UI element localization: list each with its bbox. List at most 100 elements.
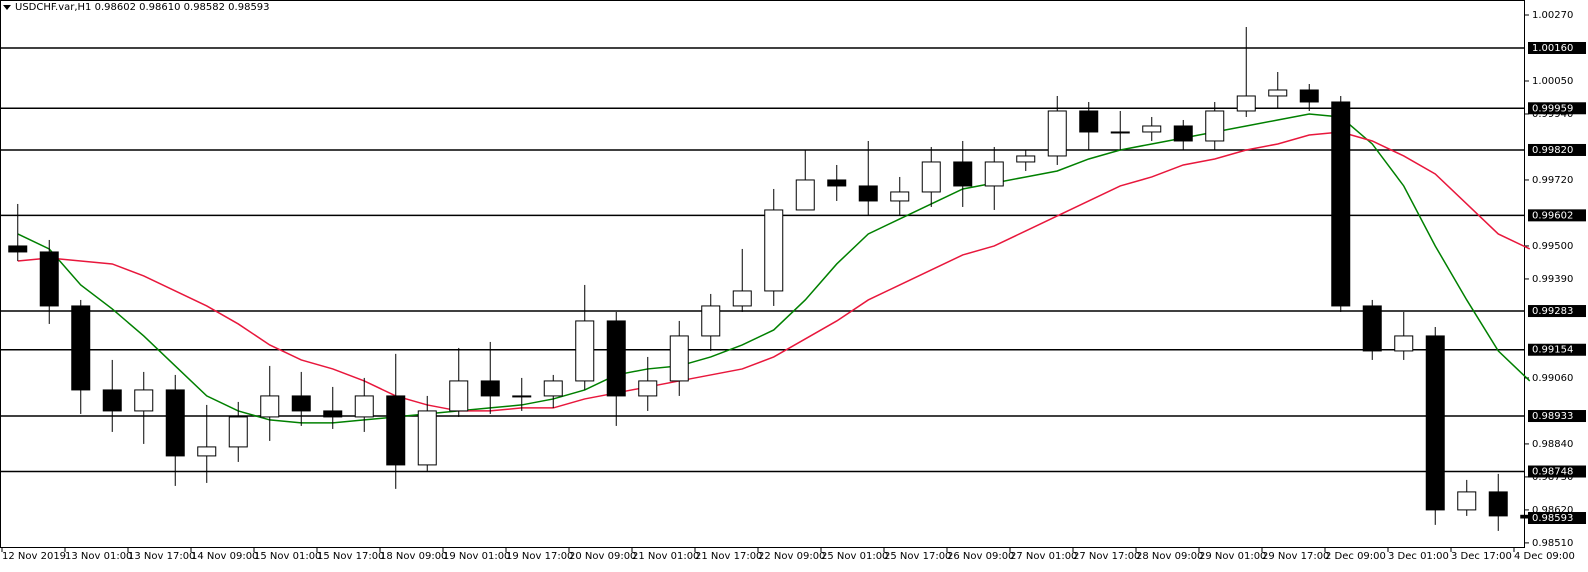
x-tick-label: 15 Nov 01:00 [254,551,321,562]
candle-body [1362,305,1382,352]
candle-body [1268,89,1288,97]
candle-body [890,191,910,202]
last-price-box [1528,512,1586,525]
x-tick-label: 19 Nov 17:00 [506,551,573,562]
candle-body [228,416,248,448]
x-tick-label: 22 Nov 09:00 [758,551,825,562]
level-label: 0.98748 [1532,467,1573,478]
candle-body [953,161,973,187]
x-tick-label: 3 Dec 17:00 [1451,551,1512,562]
candle-body [1205,110,1225,142]
candle-body [197,446,217,457]
candle-body [1079,110,1099,133]
y-tick-label: 0.99500 [1532,241,1573,252]
x-tick-label: 14 Nov 09:00 [191,551,258,562]
level-label-box [1528,343,1586,356]
candle-body [543,380,563,397]
candle-body [1425,335,1445,511]
candle-body [1016,155,1036,163]
y-tick-label: 0.98620 [1532,505,1573,516]
candle-body [8,245,28,253]
candle-body [323,410,343,418]
candle-body [1299,89,1319,103]
candle-body [386,395,406,466]
level-label: 0.99602 [1532,210,1573,221]
plot-frame [0,0,1525,548]
candle-body [354,395,374,418]
level-label: 0.99959 [1532,103,1573,114]
candle-body [795,179,815,211]
candle-body [291,395,311,412]
y-tick-label: 0.98840 [1532,439,1573,450]
y-tick-label: 0.99720 [1532,175,1573,186]
level-label-box [1528,209,1586,222]
y-tick-label: 1.00270 [1532,10,1573,21]
candle-body [39,251,59,307]
x-tick-label: 27 Nov 17:00 [1073,551,1140,562]
x-tick-label: 29 Nov 17:00 [1262,551,1329,562]
level-label: 0.98933 [1532,411,1573,422]
candle-body [102,389,122,412]
x-tick-label: 27 Nov 01:00 [1010,551,1077,562]
x-tick-label: 28 Nov 09:00 [1136,551,1203,562]
candle-body [858,185,878,202]
x-tick-label: 15 Nov 17:00 [317,551,384,562]
level-label-box [1528,41,1586,54]
candle-body [701,305,721,337]
menu-triangle [3,5,11,10]
moving-average-line [17,131,1531,412]
y-tick-label: 0.98510 [1532,538,1573,549]
candle-body [1142,125,1162,133]
candle-body [1047,110,1067,157]
level-label: 0.99283 [1532,306,1573,317]
candle-body [732,290,752,307]
x-tick-label: 20 Nov 09:00 [569,551,636,562]
candle-body [638,380,658,397]
candle-body [764,209,784,292]
candle-body [165,389,185,457]
candle-body [260,395,280,418]
level-label: 0.99154 [1532,345,1573,356]
x-tick-label: 25 Nov 17:00 [884,551,951,562]
x-tick-label: 21 Nov 01:00 [632,551,699,562]
candle-body [827,179,847,187]
x-tick-label: 18 Nov 09:00 [380,551,447,562]
level-label-box [1528,410,1586,423]
level-label-box [1528,305,1586,318]
candle-body [1236,95,1256,112]
candle-body [669,335,689,382]
candle-body [1173,125,1193,142]
x-tick-label: 2 Dec 09:00 [1325,551,1386,562]
candle-body [134,389,154,412]
candle-body [1110,131,1130,134]
x-tick-label: 25 Nov 01:00 [821,551,888,562]
candle-body [449,380,469,412]
level-label-box [1528,465,1586,478]
candle-body [1394,335,1414,352]
y-tick-label: 0.99940 [1532,109,1573,120]
level-label: 1.00160 [1532,43,1573,54]
y-tick-label: 1.00050 [1532,76,1573,87]
candle-body [1457,491,1477,511]
candle-body [480,380,500,397]
candle-body [1331,101,1351,307]
x-tick-label: 21 Nov 17:00 [695,551,762,562]
candle-body [575,320,595,382]
x-tick-label: 13 Nov 17:00 [128,551,195,562]
candle-body [921,161,941,193]
candle-body [984,161,1004,187]
chart-title: USDCHF.var,H1 0.98602 0.98610 0.98582 0.… [15,2,270,13]
candle-body [606,320,626,397]
level-label: 0.99820 [1532,145,1573,156]
candle-body [71,305,91,391]
y-tick-label: 0.99060 [1532,373,1573,384]
y-tick-label: 0.99390 [1532,274,1573,285]
x-tick-label: 3 Dec 01:00 [1388,551,1449,562]
x-tick-label: 19 Nov 01:00 [443,551,510,562]
x-tick-label: 26 Nov 09:00 [947,551,1014,562]
candle-body [512,395,532,398]
candle-body [417,410,437,466]
x-tick-label: 13 Nov 01:00 [65,551,132,562]
last-price-label: 0.98593 [1532,513,1573,524]
